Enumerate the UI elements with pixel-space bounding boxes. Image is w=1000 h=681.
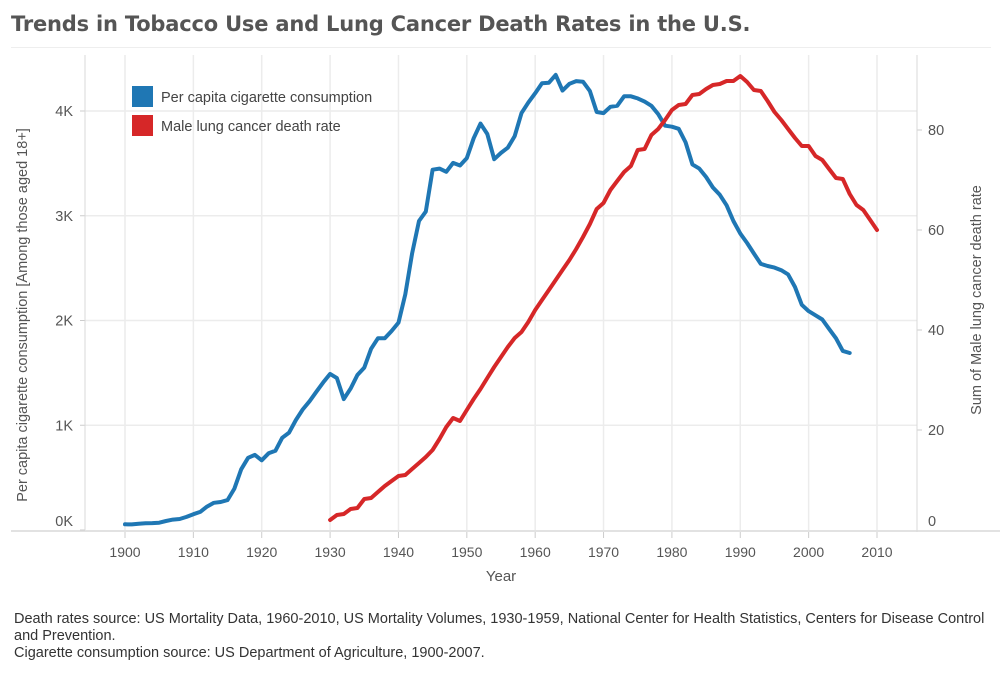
axes: 1900 1910 1920 1930 1940 1950 1960 1970 1980 1990… [11,55,1000,560]
legend-label: Per capita cigarette consumption [161,90,372,106]
x-tick-label: 1930 [315,544,346,560]
x-tick-label: 1910 [178,544,209,560]
cigarette-consumption-line [123,72,852,527]
y-left-tick-label: 0K [55,514,73,530]
y-right-tick-label: 20 [928,423,944,439]
y-right-tick-label: 0 [928,514,936,530]
series-lines [123,72,879,527]
x-tick-label: 2000 [793,544,824,560]
lung-cancer-death-rate-line [328,74,879,522]
gridlines [85,55,917,530]
y-left-tick-label: 3K [55,209,73,225]
legend-swatch-blue [132,86,153,107]
x-axis-label: Year [486,568,516,585]
x-tick-label: 1940 [383,544,414,560]
y-axis-right-label: Sum of Male lung cancer death rate [969,185,985,415]
y-right-tick-label: 60 [928,223,944,239]
x-tick-label: 2010 [861,544,892,560]
x-tick-label: 1970 [588,544,619,560]
y-left-tick-label: 4K [55,104,73,120]
x-tick-label: 1950 [451,544,482,560]
x-tick-label: 1990 [725,544,756,560]
dual-axis-line-chart: 1900 1910 1920 1930 1940 1950 1960 1970 1980 1990… [11,55,1000,585]
y-axis-left-label: Per capita cigarette consumption [Among … [15,128,31,502]
legend-item: Male lung cancer death rate [132,115,341,136]
legend: Per capita cigarette consumption Male lun… [132,86,372,136]
legend-swatch-red [132,115,153,136]
title-divider [11,47,991,48]
legend-item: Per capita cigarette consumption [132,86,372,107]
y-left-tick-label: 1K [55,418,73,434]
chart-title: Trends in Tobacco Use and Lung Cancer De… [11,12,751,36]
source-cigarette-consumption: Cigarette consumption source: US Departm… [14,645,485,661]
x-tick-label: 1980 [656,544,687,560]
source-death-rates: Death rates source: US Mortality Data, 1… [14,611,985,644]
y-right-tick-label: 40 [928,323,944,339]
source-notes: Death rates source: US Mortality Data, 1… [14,611,989,662]
y-left-tick-label: 2K [55,314,73,330]
x-tick-label: 1920 [246,544,277,560]
legend-label: Male lung cancer death rate [161,119,341,135]
y-right-tick-label: 80 [928,123,944,139]
x-tick-label: 1900 [109,544,140,560]
x-tick-label: 1960 [520,544,551,560]
